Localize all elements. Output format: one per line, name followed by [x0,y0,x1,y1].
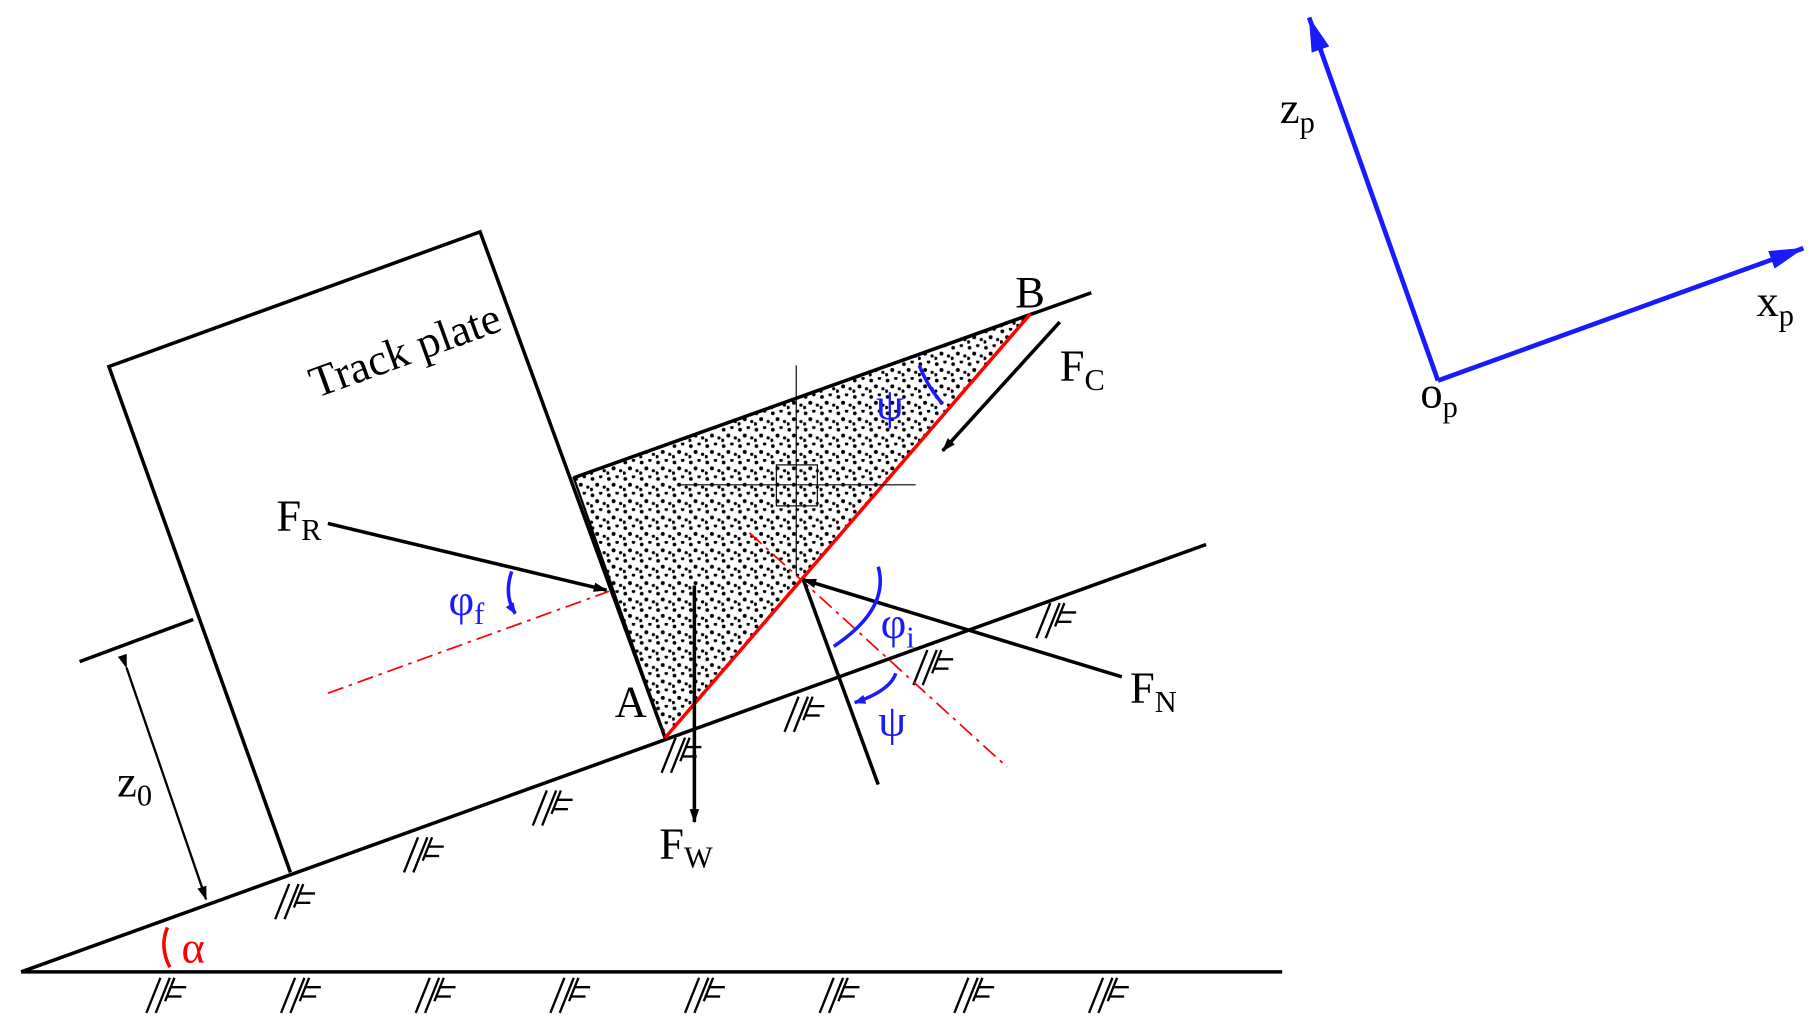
axis-label: xp [1756,276,1793,332]
label-part: x [1756,276,1778,326]
label-part: 0 [137,779,152,813]
centerlines [327,532,1008,768]
axis-label: op [1420,368,1457,424]
track-plate [106,229,667,873]
angle-label: φi [881,598,915,654]
dimension-label: z0 [117,756,152,812]
label-part: W [684,841,713,875]
alpha-arc [162,926,172,969]
label-part: p [1300,105,1315,139]
force-label: FN [1130,663,1177,719]
angle-label: φf [448,575,485,631]
crosshair [676,365,916,574]
force-label: FR [276,490,322,546]
point-label: A [615,677,647,727]
failure-plane [663,312,1032,739]
label-part: φ [448,575,474,625]
angle-label: ψ [878,695,906,745]
label-part: p [1779,299,1794,333]
label-part: p [1443,390,1458,424]
axis-label: zp [1280,83,1315,139]
angle-label: ψ [876,379,904,429]
label-part: z [1280,83,1300,133]
label-part: F [1060,341,1085,391]
angle-arcs [505,364,944,705]
label-part: F [276,490,301,540]
label-part: i [906,621,914,655]
label-part: z [117,756,137,806]
force-label: FC [1060,341,1105,397]
label-part: N [1155,685,1177,719]
label-part: f [474,597,485,631]
label-part: o [1420,368,1442,418]
label-part: F [659,818,684,868]
coordinate-axes [1306,16,1805,383]
label-part: R [301,513,322,547]
label-part: C [1084,363,1104,397]
angle-label: α [182,923,205,973]
force-label: FW [659,818,713,874]
label-part: F [1130,663,1155,713]
label-part: φ [881,598,907,648]
point-label: B [1015,267,1045,317]
forces [117,320,1123,901]
track-plate-label: Track plate [302,292,507,407]
